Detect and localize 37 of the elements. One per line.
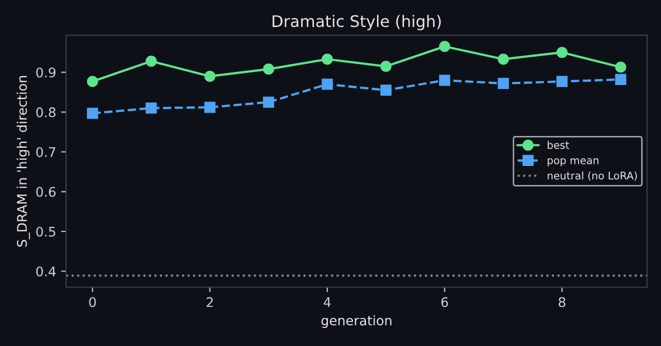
x-tick-label: 4 — [324, 297, 331, 307]
y-tick-label: 0.7 — [36, 147, 56, 158]
y-tick-label: 0.6 — [36, 186, 56, 197]
legend-label: pop mean — [548, 158, 598, 166]
x-axis-title: generation — [321, 315, 392, 328]
point — [556, 76, 568, 88]
point — [380, 60, 392, 72]
point — [498, 54, 509, 65]
point — [204, 102, 216, 113]
point — [86, 76, 98, 88]
chart-title: Dramatic Style (high) — [272, 14, 441, 30]
point — [615, 74, 626, 86]
x-tick-label: 8 — [558, 297, 566, 308]
x-tick-label: 2 — [206, 297, 213, 307]
y-axis-title: S_DRAM in 'high' direction — [16, 76, 30, 247]
x-tick-label: 0 — [89, 297, 96, 308]
legend-label: best — [548, 140, 570, 149]
point — [439, 74, 450, 86]
point — [322, 78, 333, 90]
point — [439, 40, 450, 52]
point — [263, 96, 274, 108]
point — [146, 56, 157, 67]
legend-label: neutral (no LoRA) — [548, 171, 637, 181]
x-tick-label: 6 — [441, 297, 448, 308]
y-tick-label: 0.8 — [36, 107, 56, 118]
point — [322, 54, 333, 65]
point — [86, 108, 98, 119]
point — [146, 102, 157, 114]
point — [204, 70, 216, 82]
point — [498, 78, 509, 89]
point — [615, 62, 626, 73]
point — [556, 46, 568, 58]
y-tick-label: 0.5 — [36, 226, 56, 237]
point — [263, 64, 274, 75]
y-tick-label: 0.4 — [36, 266, 56, 276]
point — [380, 84, 392, 96]
y-tick-label: 0.9 — [36, 68, 56, 78]
